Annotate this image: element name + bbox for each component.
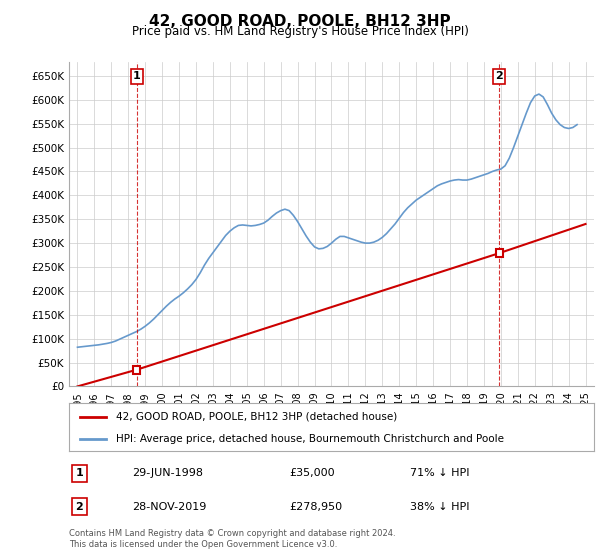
Text: 28-NOV-2019: 28-NOV-2019 bbox=[132, 502, 206, 512]
Bar bbox=[496, 249, 503, 257]
Text: 42, GOOD ROAD, POOLE, BH12 3HP (detached house): 42, GOOD ROAD, POOLE, BH12 3HP (detached… bbox=[116, 412, 398, 422]
Text: 42, GOOD ROAD, POOLE, BH12 3HP: 42, GOOD ROAD, POOLE, BH12 3HP bbox=[149, 14, 451, 29]
Text: Contains HM Land Registry data © Crown copyright and database right 2024.
This d: Contains HM Land Registry data © Crown c… bbox=[69, 529, 395, 549]
Text: Price paid vs. HM Land Registry's House Price Index (HPI): Price paid vs. HM Land Registry's House … bbox=[131, 25, 469, 38]
Text: 2: 2 bbox=[76, 502, 83, 512]
Text: 2: 2 bbox=[495, 71, 503, 81]
Text: £35,000: £35,000 bbox=[290, 468, 335, 478]
Bar bbox=[133, 366, 140, 374]
Text: 1: 1 bbox=[76, 468, 83, 478]
Text: 29-JUN-1998: 29-JUN-1998 bbox=[132, 468, 203, 478]
Text: 71% ↓ HPI: 71% ↓ HPI bbox=[410, 468, 470, 478]
Text: 1: 1 bbox=[133, 71, 140, 81]
Text: HPI: Average price, detached house, Bournemouth Christchurch and Poole: HPI: Average price, detached house, Bour… bbox=[116, 434, 504, 444]
Text: £278,950: £278,950 bbox=[290, 502, 343, 512]
Text: 38% ↓ HPI: 38% ↓ HPI bbox=[410, 502, 470, 512]
